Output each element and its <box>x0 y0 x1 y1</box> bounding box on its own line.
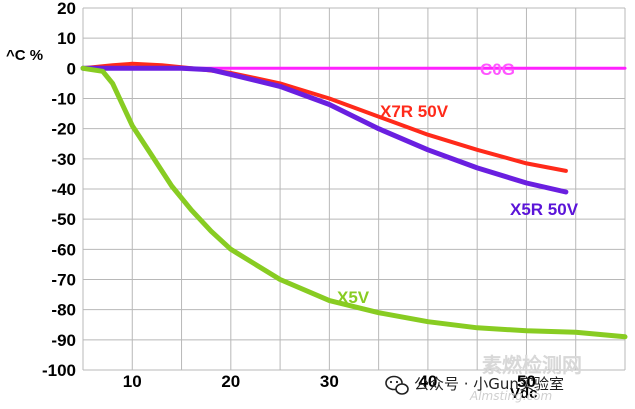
y-tick-label: -60 <box>51 240 76 259</box>
x-tick-label: 10 <box>123 372 142 391</box>
series-line-x5r <box>80 65 569 195</box>
series-label-x7r: X7R 50V <box>380 102 449 121</box>
x-tick-label: 40 <box>418 372 437 391</box>
x-tick-label: 30 <box>320 372 339 391</box>
y-tick-label: 0 <box>67 59 76 78</box>
y-tick-label: -80 <box>51 301 76 320</box>
series-line-x7r <box>81 61 568 173</box>
series-label-c0g: C0G <box>480 60 515 79</box>
wechat-icon <box>385 375 409 395</box>
y-tick-label: 20 <box>57 0 76 18</box>
y-tick-label: -90 <box>51 331 76 350</box>
y-tick-labels: 20 10 0 -10 -20 -30 -40 -50 -60 -70 -80 -90 -100 <box>42 0 76 380</box>
series-line-x5v <box>80 65 628 340</box>
y-tick-label: -30 <box>51 150 76 169</box>
y-tick-label: 10 <box>57 29 76 48</box>
y-tick-label: -100 <box>42 361 76 380</box>
series-label-x5v: X5V <box>337 288 370 307</box>
y-tick-label: -70 <box>51 271 76 290</box>
x-tick-label: 50 <box>517 372 536 391</box>
x-axis-label: Vdc <box>510 385 538 402</box>
y-tick-label: -40 <box>51 180 76 199</box>
x-tick-labels: 10 20 30 40 50 <box>123 372 536 391</box>
watermark: 素燃检测网 Almsting.com 公众号 · 小Gun实验室 <box>385 353 582 403</box>
y-tick-label: -50 <box>51 210 76 229</box>
y-axis-label: ^C % <box>6 47 43 64</box>
watermark-faint-text: 素燃检测网 <box>482 353 582 377</box>
y-tick-label: -20 <box>51 120 76 139</box>
watermark-sub-text: Almsting.com <box>469 389 552 403</box>
x-tick-label: 20 <box>221 372 240 391</box>
watermark-text: 公众号 · 小Gun实验室 <box>414 375 564 393</box>
series-label-x5r: X5R 50V <box>510 200 579 219</box>
series-lines <box>80 61 628 340</box>
y-tick-label: -10 <box>51 90 76 109</box>
